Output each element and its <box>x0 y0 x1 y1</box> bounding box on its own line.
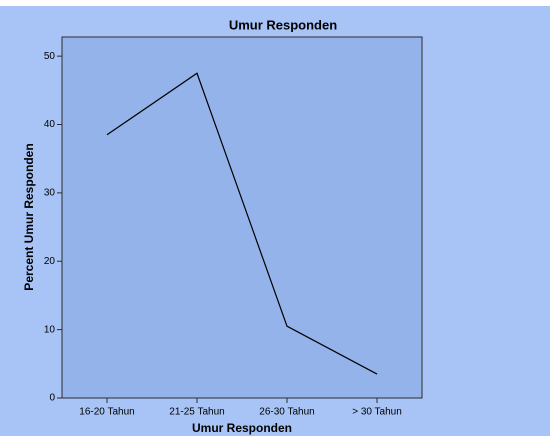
plot-area <box>61 36 423 399</box>
x-tick-label: 16-20 Tahun <box>79 407 134 418</box>
y-tick-label: 40 <box>44 119 56 130</box>
x-axis-label: Umur Responden <box>192 421 292 435</box>
y-tick-label: 10 <box>44 324 56 335</box>
y-tick-label: 0 <box>49 393 55 404</box>
x-tick-label: 26-30 Tahun <box>259 407 314 418</box>
y-axis-label: Percent Umur Responden <box>22 143 36 290</box>
y-tick-label: 20 <box>44 256 56 267</box>
x-tick-label: > 30 Tahun <box>352 407 402 418</box>
x-tick-label: 21-25 Tahun <box>169 407 224 418</box>
data-line <box>106 72 378 375</box>
y-tick-label: 50 <box>44 51 56 62</box>
chart-title: Umur Responden <box>229 17 337 32</box>
y-tick-label: 30 <box>44 188 56 199</box>
